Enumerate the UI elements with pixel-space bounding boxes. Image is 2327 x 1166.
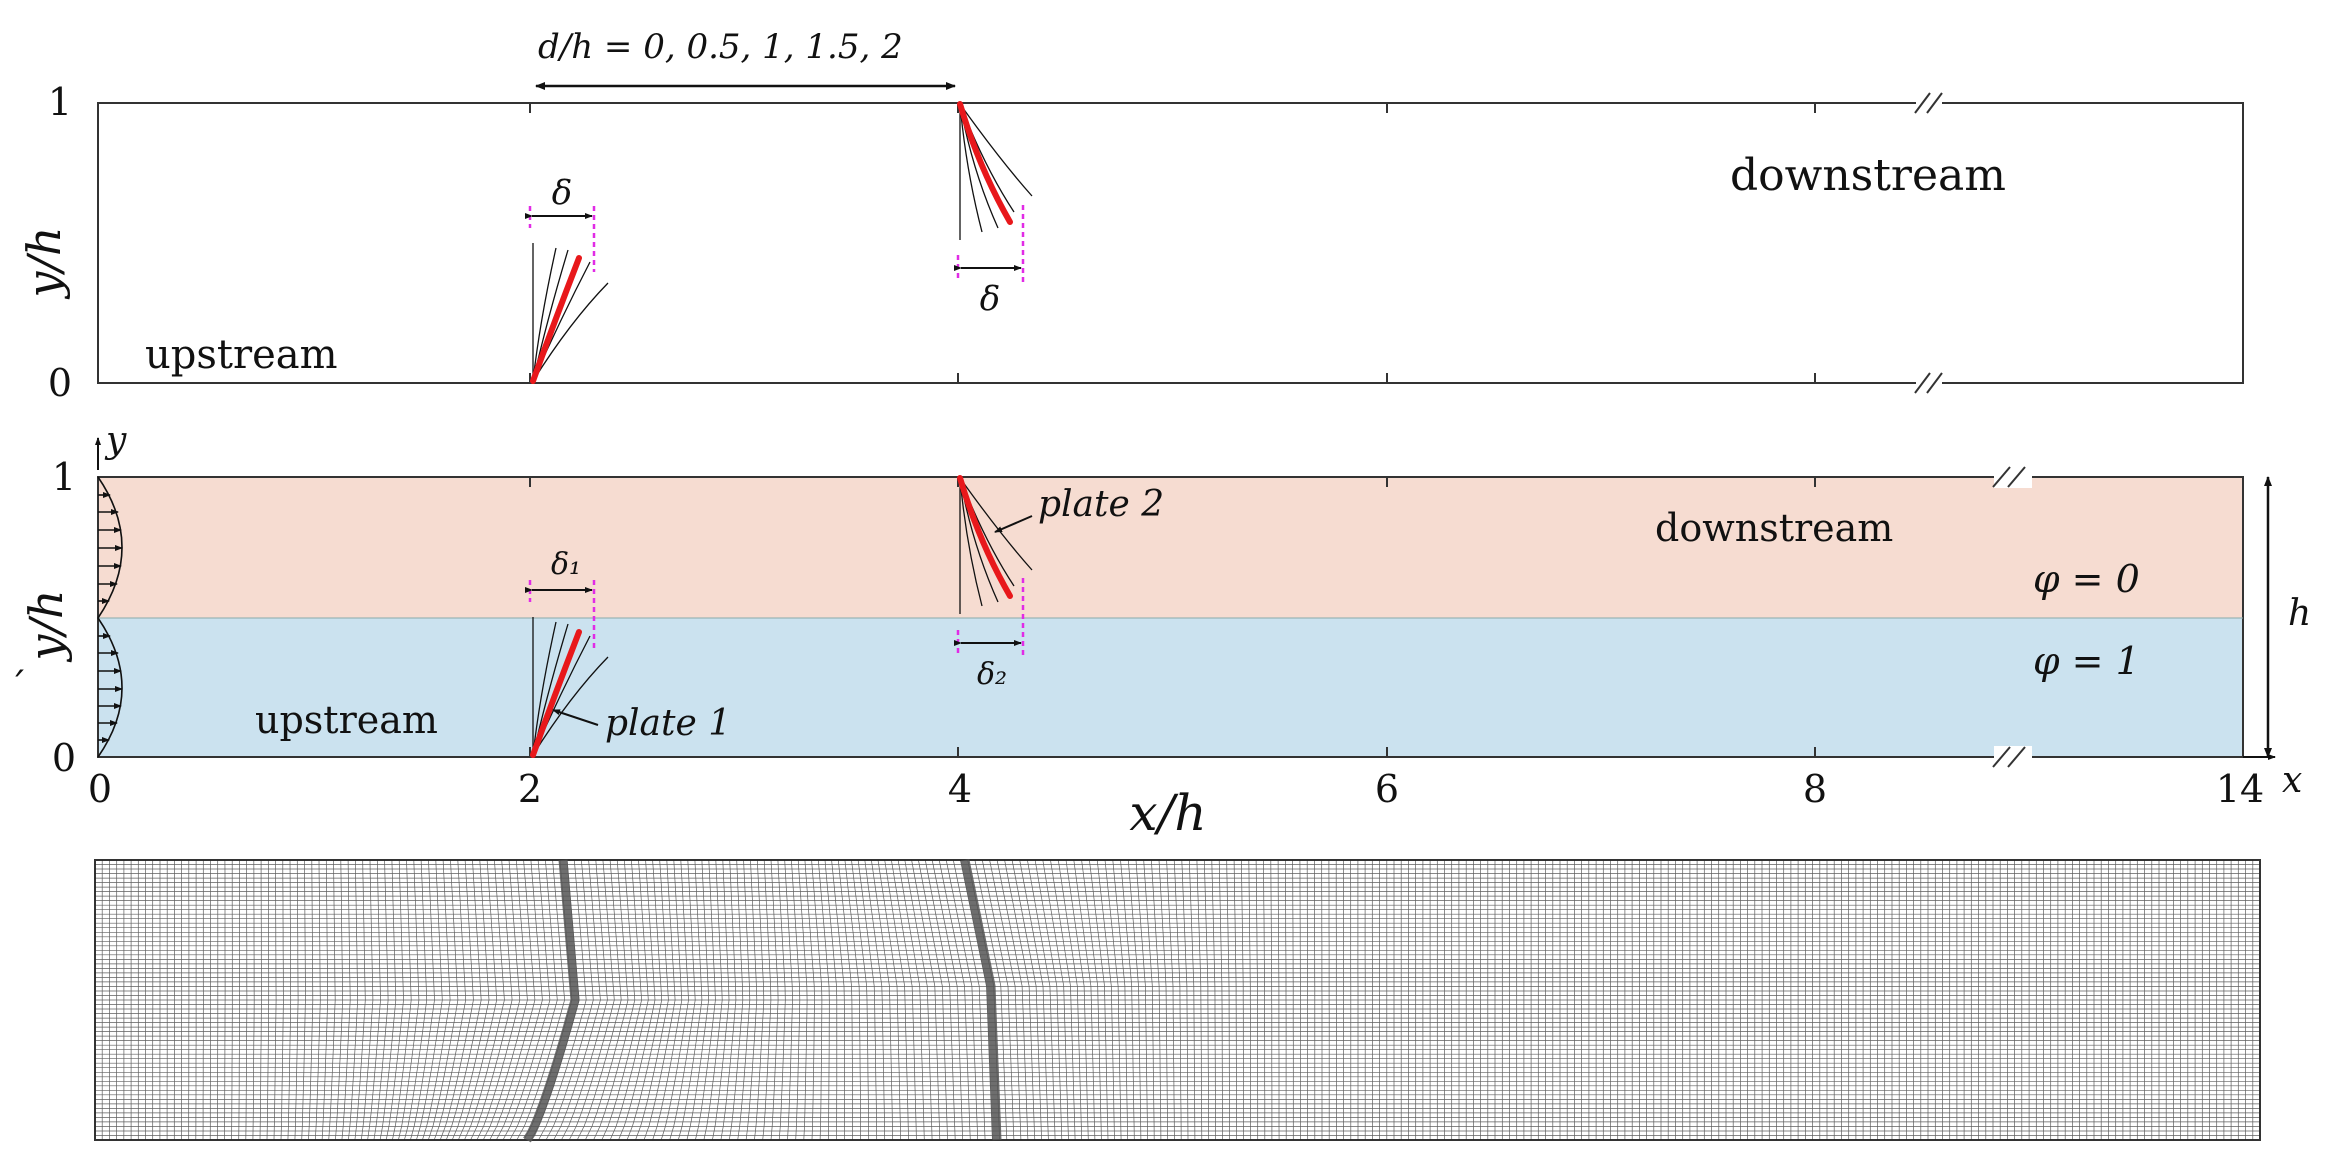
bottom-y-axis-label: y/h (19, 589, 73, 662)
top-upstream-label: upstream (145, 332, 338, 378)
bottom-y-tick-1: 1 (52, 455, 76, 499)
d-over-h-annotation: d/h = 0, 0.5, 1, 1.5, 2 (538, 27, 903, 67)
stray-mark: ´ (8, 665, 27, 709)
lower-fluid-region (98, 618, 2243, 757)
x-tick-6: 6 (1375, 767, 1399, 811)
top-downstream-label: downstream (1730, 150, 2006, 201)
top-y-axis-label: y/h (17, 226, 71, 299)
y-axis-symbol: y (104, 420, 127, 461)
top-y-tick-0: 0 (48, 361, 72, 405)
x-tick-2: 2 (518, 767, 542, 811)
mesh-panel (94, 859, 2261, 1143)
bottom-y-tick-0: 0 (52, 736, 76, 780)
mesh-plate-2-band (960, 859, 1002, 1141)
x-tick-14: 14 (2216, 767, 2264, 811)
top-delta-right: δ (980, 279, 1000, 319)
phi-0-label: φ = 0 (2033, 557, 2140, 601)
bottom-panel: y y/h ´ 1 0 0 2 4 6 8 14 x x/h h upstrea… (8, 420, 2311, 842)
mesh-plate-1-band (523, 859, 580, 1143)
bottom-upstream-label: upstream (255, 698, 438, 742)
mesh-lines (95, 859, 2260, 1141)
upper-fluid-region (98, 477, 2243, 618)
x-tick-4: 4 (948, 767, 972, 811)
top-plate-2 (954, 101, 1033, 282)
plate-2-label: plate 2 (1038, 484, 1164, 525)
delta-2-label: δ₂ (977, 657, 1007, 692)
inlet-velocity-profile (97, 476, 123, 758)
x-tick-0: 0 (88, 767, 112, 811)
bottom-axis-break (1992, 466, 2032, 768)
x-axis-symbol: x (2282, 760, 2302, 801)
phi-1-label: φ = 1 (2033, 639, 2140, 683)
top-axis-break (1914, 92, 1943, 394)
bottom-downstream-label: downstream (1655, 506, 1893, 550)
top-delta-left: δ (552, 173, 572, 213)
top-y-tick-1: 1 (48, 80, 72, 124)
plate-1-label: plate 1 (605, 703, 731, 744)
h-label: h (2288, 593, 2311, 634)
top-channel-frame (97, 102, 2244, 384)
top-panel: d/h = 0, 0.5, 1, 1.5, 2 y/h 1 0 upstream… (17, 27, 2244, 405)
x-axis-label: x/h (1129, 784, 1206, 842)
plate-1 (525, 580, 609, 758)
mesh-grid (95, 859, 2260, 1143)
plate-2 (954, 475, 1033, 656)
delta-1-label: δ₁ (551, 547, 581, 582)
bottom-x-ticks (529, 477, 1816, 757)
x-tick-8: 8 (1803, 767, 1827, 811)
top-plate-1 (525, 206, 609, 384)
